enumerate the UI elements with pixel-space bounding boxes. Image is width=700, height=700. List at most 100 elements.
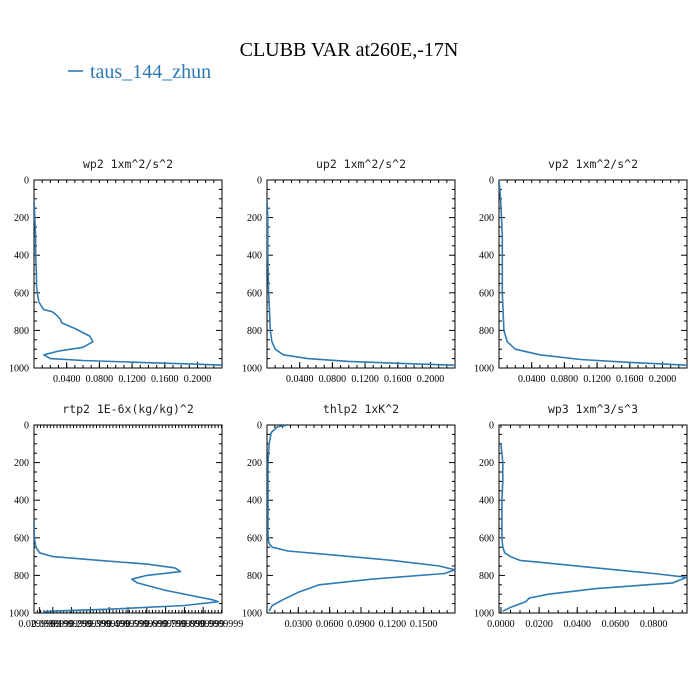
x-tick-label: 0.0200 <box>525 619 553 630</box>
series-line <box>499 180 687 366</box>
figure-title: CLUBB VAR at260E,-17N <box>240 39 459 61</box>
chart-panel-2: vp2 1xm^2/s^2 0 200 400 600 800 1000 0.0400 0.08… <box>474 157 688 385</box>
x-tick-label: 0.1600 <box>384 374 412 385</box>
y-tick-label: 1000 <box>9 609 29 620</box>
y-tick-label: 200 <box>479 458 494 469</box>
chart-panel-4: thlp2 1xK^2 0 200 400 600 800 1000 0.0300 0.0600… <box>242 402 456 630</box>
y-tick-label: 600 <box>247 533 262 544</box>
x-tick-label: 0.0299999 <box>18 619 61 630</box>
x-tick-label: 0.1999999 <box>50 619 93 630</box>
x-tick-label: 0.2000 <box>417 374 445 385</box>
y-tick-label: 0 <box>24 421 29 432</box>
y-tick-label: 800 <box>247 326 262 337</box>
y-tick-label: 400 <box>14 496 29 507</box>
plot-frame <box>498 424 688 614</box>
y-tick-label: 0 <box>489 176 494 187</box>
x-tick-label: 0.1200 <box>118 374 146 385</box>
x-tick-label: 0.3999999 <box>88 619 131 630</box>
panel-title: wp3 1xm^3/s^3 <box>548 402 638 416</box>
x-tick-label: 0.1200 <box>583 374 611 385</box>
y-tick-label: 200 <box>14 458 29 469</box>
y-tick-label: 1000 <box>242 364 262 375</box>
y-tick-label: 400 <box>14 251 29 262</box>
x-tick-label: 0.5999999 <box>126 619 169 630</box>
y-tick-label: 800 <box>14 571 29 582</box>
chart-panel-1: up2 1xm^2/s^2 0 200 400 600 800 1000 0.0400 0.08… <box>242 157 456 385</box>
chart-panel-0: wp2 1xm^2/s^2 0 200 400 600 800 1000 0.0400 0.08… <box>9 157 223 385</box>
panel-title: vp2 1xm^2/s^2 <box>548 157 638 171</box>
series-line <box>34 198 222 366</box>
y-tick-label: 0 <box>24 176 29 187</box>
y-tick-label: 800 <box>479 571 494 582</box>
y-tick-label: 400 <box>479 496 494 507</box>
x-tick-label: 0.0999999 <box>32 619 75 630</box>
y-tick-label: 600 <box>14 533 29 544</box>
y-tick-label: 1000 <box>242 609 262 620</box>
series-line <box>267 425 455 612</box>
x-tick-label: 0.0900 <box>347 619 375 630</box>
x-tick-label: 0.7999999 <box>163 619 206 630</box>
legend-label: taus_144_zhun <box>90 61 211 83</box>
y-tick-label: 800 <box>14 326 29 337</box>
y-tick-label: 1000 <box>9 364 29 375</box>
panel-title: wp2 1xm^2/s^2 <box>83 157 173 171</box>
x-tick-label: 0.2000 <box>184 374 212 385</box>
x-tick-label: 0.1600 <box>151 374 179 385</box>
x-tick-label: 0.1200 <box>351 374 379 385</box>
x-tick-label: 0.0600 <box>602 619 630 630</box>
y-tick-label: 800 <box>479 326 494 337</box>
series-line <box>500 443 687 612</box>
x-tick-label: 0.0800 <box>640 619 668 630</box>
x-tick-label: 0.1600 <box>616 374 644 385</box>
x-tick-label: 0.2999999 <box>69 619 112 630</box>
legend: taus_144_zhun <box>68 61 211 83</box>
x-tick-label: 0.0300 <box>285 619 313 630</box>
y-tick-label: 800 <box>247 571 262 582</box>
y-tick-label: 0 <box>489 421 494 432</box>
y-tick-label: 1000 <box>474 364 494 375</box>
x-tick-label: 0.4999999 <box>107 619 150 630</box>
chart-panel-3: rtp2 1E-6x(kg/kg)^2 0 200 400 600 800 10000.02… <box>9 402 243 630</box>
x-tick-label: 0.0400 <box>286 374 314 385</box>
y-tick-label: 200 <box>247 213 262 224</box>
y-tick-label: 400 <box>247 496 262 507</box>
y-tick-label: 0 <box>257 421 262 432</box>
x-tick-label: 0.1500 <box>410 619 438 630</box>
x-tick-label: 0.6999999 <box>144 619 187 630</box>
plot-frame <box>498 179 688 369</box>
panel-title: up2 1xm^2/s^2 <box>316 157 406 171</box>
panel-title: rtp2 1E-6x(kg/kg)^2 <box>62 402 194 416</box>
y-tick-label: 600 <box>479 533 494 544</box>
plot-frame <box>33 424 223 614</box>
y-tick-label: 600 <box>479 288 494 299</box>
x-tick-label: 0.1200 <box>379 619 407 630</box>
x-tick-label: 0.0400 <box>564 619 592 630</box>
x-tick-label: 0.9999999 <box>201 619 244 630</box>
y-tick-label: 0 <box>257 176 262 187</box>
x-tick-label: 0.0800 <box>319 374 347 385</box>
x-tick-label: 0.0800 <box>551 374 579 385</box>
y-tick-label: 1000 <box>474 609 494 620</box>
y-tick-label: 200 <box>479 213 494 224</box>
y-tick-label: 400 <box>247 251 262 262</box>
x-tick-label: 0.0400 <box>53 374 81 385</box>
x-tick-label: 0.0000 <box>487 619 515 630</box>
x-tick-label: 0.0600 <box>316 619 344 630</box>
panels: wp2 1xm^2/s^2 0 200 400 600 800 1000 0.0400 0.08… <box>9 157 688 630</box>
plot-frame <box>266 179 456 369</box>
x-tick-label: 0.0800 <box>86 374 114 385</box>
y-tick-label: 200 <box>247 458 262 469</box>
x-tick-label: 0.2000 <box>649 374 677 385</box>
series-line <box>34 518 219 613</box>
panel-title: thlp2 1xK^2 <box>323 402 399 416</box>
y-tick-label: 600 <box>14 288 29 299</box>
x-tick-label: 0.8999999 <box>182 619 225 630</box>
plot-frame <box>266 424 456 614</box>
series-line <box>267 198 455 366</box>
y-tick-label: 200 <box>14 213 29 224</box>
y-tick-label: 600 <box>247 288 262 299</box>
plot-frame <box>33 179 223 369</box>
x-tick-label: 0.0400 <box>518 374 546 385</box>
